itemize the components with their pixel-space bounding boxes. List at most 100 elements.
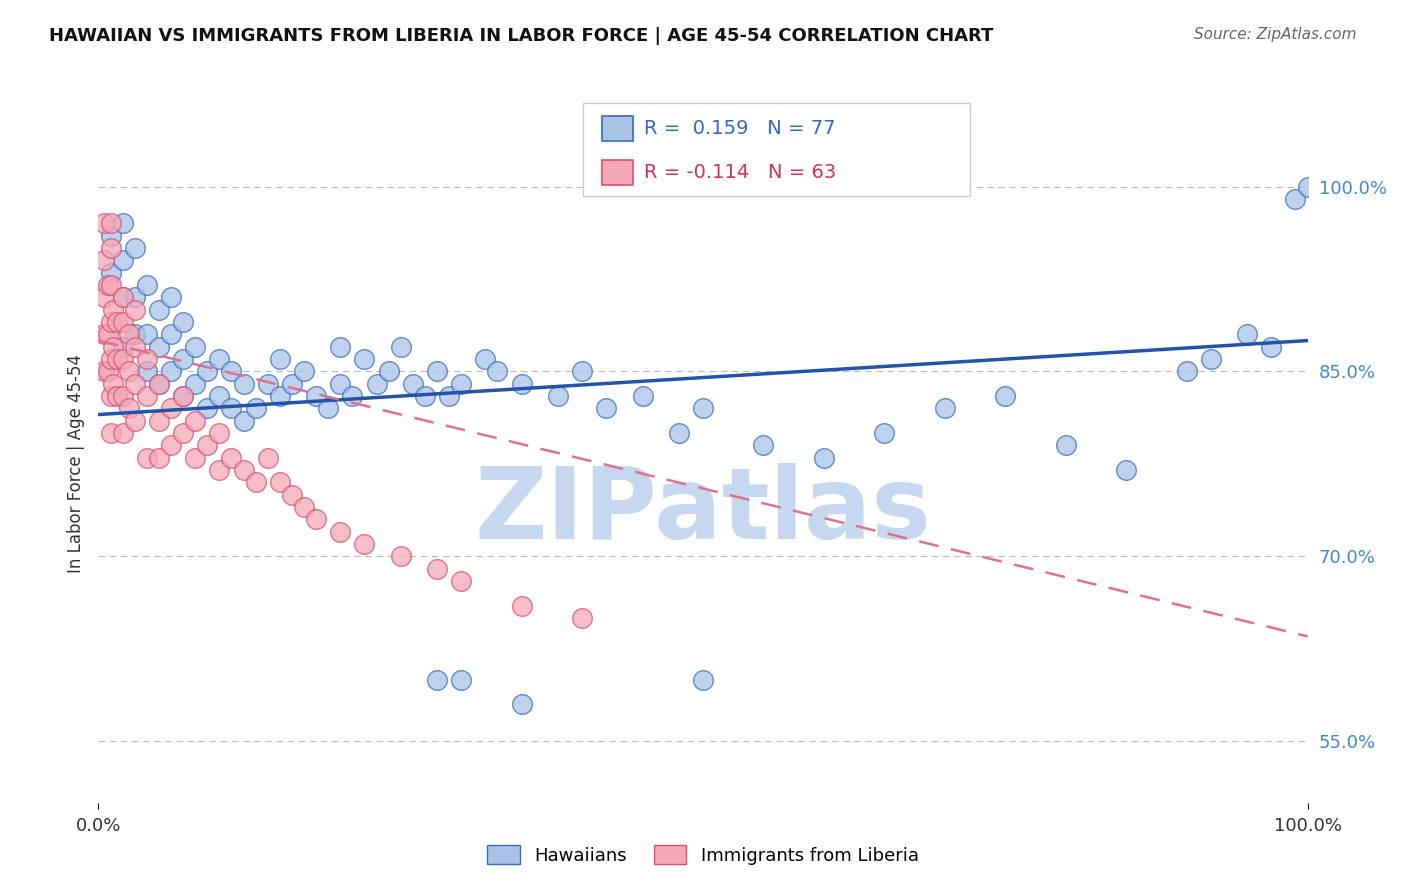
Point [101, 376, 124, 391]
Point [934, 401, 956, 416]
Point [256, 376, 278, 391]
Point [474, 352, 496, 367]
Point [547, 389, 569, 403]
Point [668, 425, 690, 440]
Point [692, 401, 714, 416]
Point [93, 253, 115, 268]
Point [184, 414, 207, 428]
Point [111, 315, 134, 329]
Point [1054, 438, 1077, 452]
Text: R = -0.114   N = 63: R = -0.114 N = 63 [644, 162, 837, 182]
Point [1260, 340, 1282, 354]
Point [281, 376, 304, 391]
Point [172, 425, 194, 440]
Point [105, 352, 128, 367]
Point [97, 327, 120, 342]
Point [93, 290, 115, 304]
Point [118, 364, 141, 378]
Point [195, 364, 218, 378]
Point [450, 574, 472, 588]
Point [135, 278, 157, 293]
Point [148, 376, 170, 391]
Point [111, 352, 134, 367]
Point [316, 401, 339, 416]
Point [1175, 364, 1198, 378]
Point [1296, 179, 1319, 194]
Point [111, 253, 134, 268]
Point [124, 340, 146, 354]
Point [366, 376, 388, 391]
Point [269, 475, 291, 490]
Point [111, 290, 134, 304]
Point [195, 438, 218, 452]
Point [510, 376, 533, 391]
Text: HAWAIIAN VS IMMIGRANTS FROM LIBERIA IN LABOR FORCE | AGE 45-54 CORRELATION CHART: HAWAIIAN VS IMMIGRANTS FROM LIBERIA IN L… [49, 27, 994, 45]
Text: R =  0.159   N = 77: R = 0.159 N = 77 [644, 119, 835, 138]
Point [124, 376, 146, 391]
Point [100, 425, 122, 440]
Point [100, 241, 122, 255]
Point [269, 389, 291, 403]
Point [105, 315, 128, 329]
Point [208, 463, 231, 477]
Point [221, 450, 243, 465]
Point [148, 302, 170, 317]
Point [101, 302, 124, 317]
Point [172, 315, 194, 329]
Point [329, 524, 352, 539]
Point [93, 327, 115, 342]
Point [148, 450, 170, 465]
Point [281, 488, 304, 502]
Point [93, 217, 115, 231]
Text: ZIPatlas: ZIPatlas [475, 463, 931, 560]
Point [353, 352, 375, 367]
Text: Source: ZipAtlas.com: Source: ZipAtlas.com [1194, 27, 1357, 42]
Point [184, 450, 207, 465]
Point [135, 352, 157, 367]
Point [692, 673, 714, 687]
Point [305, 512, 328, 526]
Y-axis label: In Labor Force | Age 45-54: In Labor Force | Age 45-54 [66, 354, 84, 574]
Point [994, 389, 1017, 403]
Point [118, 327, 141, 342]
Point [105, 389, 128, 403]
Point [437, 389, 460, 403]
Point [135, 450, 157, 465]
Point [353, 537, 375, 551]
Point [426, 561, 449, 575]
Point [135, 327, 157, 342]
Point [124, 290, 146, 304]
Point [245, 401, 267, 416]
Point [221, 401, 243, 416]
Point [571, 364, 593, 378]
Point [93, 364, 115, 378]
Point [389, 340, 412, 354]
Point [413, 389, 436, 403]
Point [172, 389, 194, 403]
Point [813, 450, 835, 465]
Point [111, 217, 134, 231]
Point [1284, 192, 1306, 206]
Point [111, 290, 134, 304]
Point [752, 438, 775, 452]
Point [486, 364, 509, 378]
Point [208, 389, 231, 403]
Point [100, 278, 122, 293]
Point [450, 673, 472, 687]
Point [595, 401, 617, 416]
Point [111, 389, 134, 403]
Point [208, 425, 231, 440]
Point [1199, 352, 1222, 367]
Point [184, 340, 207, 354]
Point [571, 611, 593, 625]
Point [510, 599, 533, 613]
Point [118, 401, 141, 416]
Point [135, 364, 157, 378]
Point [148, 414, 170, 428]
Point [269, 352, 291, 367]
Point [256, 450, 278, 465]
Point [100, 217, 122, 231]
Point [402, 376, 425, 391]
Point [426, 673, 449, 687]
Point [510, 697, 533, 711]
